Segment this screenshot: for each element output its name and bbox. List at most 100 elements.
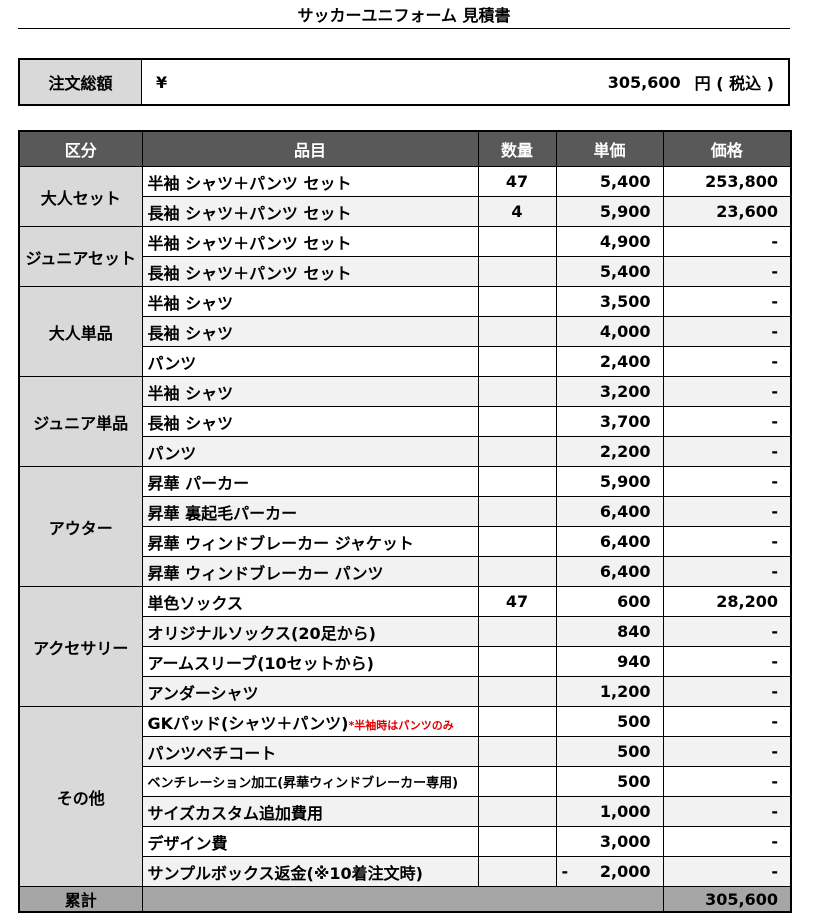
- quantity-cell[interactable]: [477, 766, 557, 797]
- item-name: 長袖 シャツ: [147, 323, 234, 343]
- unit-price: 5,400: [599, 262, 651, 281]
- item-name-cell: 昇華 ウィンドブレーカー ジャケット: [141, 526, 479, 557]
- price-cell: -: [662, 316, 792, 347]
- quantity-cell[interactable]: [477, 256, 557, 287]
- item-name-cell: 半袖 シャツ＋パンツ セット: [141, 166, 479, 197]
- price-cell: -: [662, 496, 792, 527]
- unit-price: 3,000: [599, 832, 651, 851]
- price-cell: -: [662, 616, 792, 647]
- price-cell: -: [662, 556, 792, 587]
- item-name: ベンチレーション加工(昇華ウィンドブレーカー専用): [147, 776, 459, 791]
- quantity-cell[interactable]: [477, 856, 557, 887]
- order-total-box: 注文総額 ¥ 305,600 円 ( 税込 ): [18, 58, 790, 106]
- category-cell: 大人単品: [18, 286, 143, 377]
- unit-price: 500: [617, 712, 651, 731]
- price-cell: -: [662, 796, 792, 827]
- item-name: アームスリーブ(10セットから): [147, 653, 375, 673]
- quantity-cell[interactable]: [477, 466, 557, 497]
- item-name: 半袖 シャツ: [147, 383, 234, 403]
- table-row: パンツ 2,200-: [19, 436, 792, 467]
- item-name: パンツペチコート: [147, 743, 277, 763]
- unit-price-cell: 600: [555, 586, 664, 617]
- item-name: アンダーシャツ: [147, 683, 259, 703]
- quantity-cell[interactable]: [477, 796, 557, 827]
- category-cell: 大人セット: [18, 166, 143, 227]
- item-name: 昇華 裏起毛パーカー: [147, 503, 298, 523]
- unit-price-cell: 6,400: [555, 526, 664, 557]
- unit-price: 1,200: [599, 682, 651, 701]
- item-name-cell: GKパッド(シャツ＋パンツ)*半袖時はパンツのみ: [141, 706, 479, 737]
- price-cell: -: [662, 826, 792, 857]
- quantity-cell[interactable]: [477, 646, 557, 677]
- quantity-cell[interactable]: [477, 826, 557, 857]
- item-name: 長袖 シャツ: [147, 413, 234, 433]
- order-total-value: ¥ 305,600 円 ( 税込 ): [142, 60, 788, 104]
- price-cell: 28,200: [662, 586, 792, 617]
- unit-price-cell: 500: [555, 706, 664, 737]
- item-name-cell: 半袖 シャツ: [141, 286, 479, 317]
- table-row: アクセサリー 単色ソックス 47 600 28,200: [18, 586, 792, 707]
- quantity-cell[interactable]: [477, 736, 557, 767]
- unit-price: 500: [617, 742, 651, 761]
- unit-price-cell: - 2,000: [555, 856, 664, 887]
- quantity-cell[interactable]: [477, 676, 557, 707]
- order-total-unit: 円 ( 税込 ): [694, 74, 774, 93]
- quantity-cell[interactable]: [477, 526, 557, 557]
- category-cell: ジュニア単品: [18, 376, 143, 467]
- item-name: オリジナルソックス(20足から): [147, 623, 376, 643]
- price-cell: -: [662, 856, 792, 887]
- quantity-cell[interactable]: [477, 376, 557, 407]
- price-cell: 253,800: [662, 166, 792, 197]
- total-value: 305,600: [662, 886, 792, 913]
- price-cell: -: [662, 376, 792, 407]
- quantity-cell[interactable]: 47: [477, 166, 557, 197]
- price-cell: -: [662, 676, 792, 707]
- quantity-cell[interactable]: [477, 286, 557, 317]
- item-name: 長袖 シャツ＋パンツ セット: [147, 263, 352, 283]
- item-name-cell: パンツ: [141, 346, 479, 377]
- header-price: 価格: [662, 130, 792, 167]
- unit-price: 600: [617, 592, 651, 611]
- item-name: 半袖 シャツ: [147, 293, 234, 313]
- category-cell: その他: [18, 706, 143, 887]
- unit-price-cell: 2,200: [555, 436, 664, 467]
- quantity-cell[interactable]: 4: [477, 196, 557, 227]
- price-cell: -: [662, 526, 792, 557]
- quantity-cell[interactable]: [477, 226, 557, 257]
- quantity-cell[interactable]: [477, 346, 557, 377]
- price-cell: -: [662, 346, 792, 377]
- table-row: 長袖 シャツ＋パンツ セット 5,400-: [19, 256, 792, 287]
- quantity-cell[interactable]: 47: [477, 586, 557, 617]
- unit-price-cell: 5,900: [555, 196, 664, 227]
- currency-symbol: ¥: [156, 72, 168, 92]
- unit-price: 4,000: [599, 322, 651, 341]
- item-name: サンプルボックス返金(※10着注文時): [147, 863, 424, 883]
- unit-price: 5,400: [599, 172, 651, 191]
- category-cell: ジュニアセット: [18, 226, 143, 287]
- item-name: デザイン費: [147, 833, 228, 853]
- item-name: サイズカスタム追加費用: [147, 803, 324, 823]
- table-row: 長袖 シャツ 4,000-: [19, 316, 792, 347]
- unit-price: 2,200: [599, 442, 651, 461]
- price-cell: -: [662, 736, 792, 767]
- unit-price: 2,400: [599, 352, 651, 371]
- quantity-cell[interactable]: [477, 496, 557, 527]
- quantity-cell[interactable]: [477, 406, 557, 437]
- item-name-cell: 昇華 裏起毛パーカー: [141, 496, 479, 527]
- item-name: 単色ソックス: [147, 593, 244, 613]
- table-row: 大人セット 半袖 シャツ＋パンツ セット 47 5,400 253,800: [18, 166, 792, 227]
- table-row: 昇華 ウィンドブレーカー パンツ 6,400-: [19, 556, 792, 587]
- order-total-amount: 305,600: [607, 72, 681, 92]
- quantity-cell[interactable]: [477, 616, 557, 647]
- quantity-cell[interactable]: [477, 706, 557, 737]
- item-name-cell: 長袖 シャツ＋パンツ セット: [141, 196, 479, 227]
- category-cell: アクセサリー: [18, 586, 143, 707]
- quantity-cell[interactable]: [477, 316, 557, 347]
- unit-price-cell: 500: [555, 766, 664, 797]
- item-name-cell: パンツペチコート: [141, 736, 479, 767]
- quantity-cell[interactable]: [477, 556, 557, 587]
- unit-price: 6,400: [599, 562, 651, 581]
- price-cell: -: [662, 646, 792, 677]
- quantity-cell[interactable]: [477, 436, 557, 467]
- table-row: ジュニアセット 半袖 シャツ＋パンツ セット 4,900-: [18, 226, 792, 287]
